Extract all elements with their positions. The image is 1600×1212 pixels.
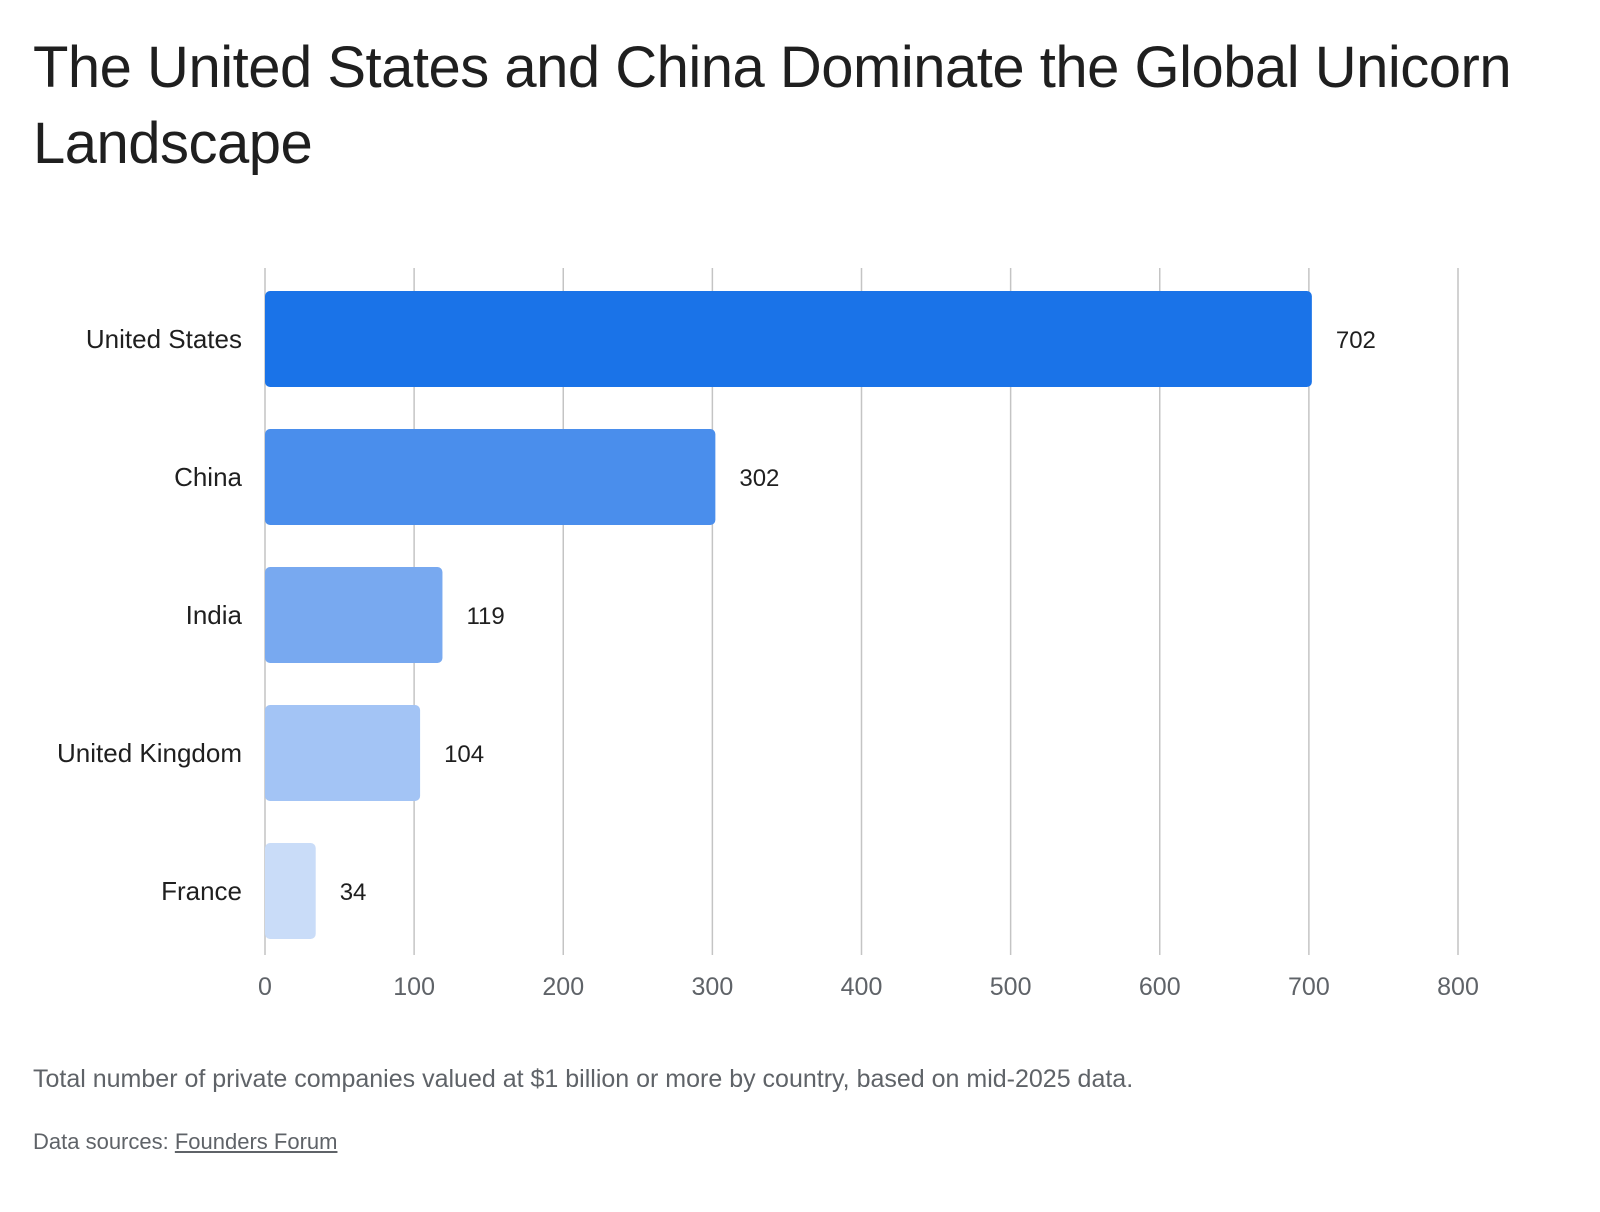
data-label: 302 [739,465,779,492]
bar [265,291,1312,387]
source-link[interactable]: Founders Forum [174,1129,338,1154]
bars [265,291,1312,939]
x-tick-label: 0 [258,973,272,1001]
data-label: 702 [1336,327,1376,354]
bar [265,567,443,663]
x-tick-label: 400 [841,973,883,1001]
category-label: India [186,600,243,630]
x-tick-label: 100 [393,973,435,1001]
category-label: United States [86,324,242,354]
source-prefix: Data sources: [33,1129,175,1154]
bar [265,705,421,801]
data-label: 34 [340,879,367,906]
chart-title: The United States and China Dominate the… [33,35,1512,176]
x-tick-label: 700 [1288,973,1330,1001]
x-tick-label: 200 [542,973,584,1001]
x-tick-label: 600 [1139,973,1181,1001]
category-label: United Kingdom [57,738,242,768]
x-tick-label: 500 [990,973,1032,1001]
bar [265,429,716,525]
category-label: France [161,876,242,906]
chart-caption: Total number of private companies valued… [33,1065,1134,1093]
x-tick-label: 800 [1437,973,1479,1001]
data-label: 119 [466,603,504,630]
bar-chart: 0 100 200 300 400 500 600 700 800 United States 70… [57,268,1479,1001]
x-tick-label: 300 [692,973,734,1001]
data-source: Data sources: Founders Forum [33,1127,337,1157]
category-label: China [174,462,242,492]
data-label: 104 [444,741,484,768]
bar [265,843,316,939]
labels: 0 100 200 300 400 500 600 700 800 United States 70… [57,324,1479,1001]
